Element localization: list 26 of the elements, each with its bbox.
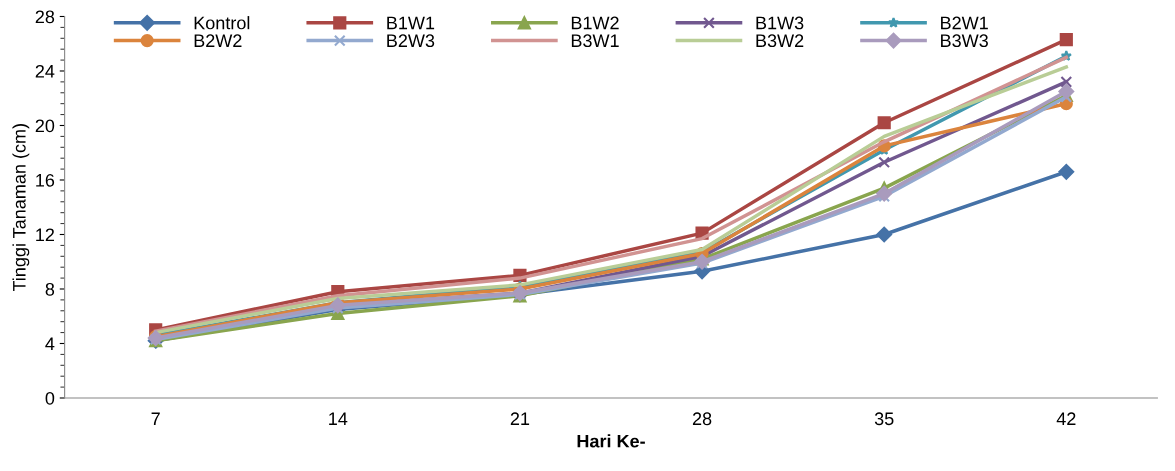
y-tick-label: 4 [45, 337, 55, 351]
y-tick-label: 0 [45, 391, 55, 405]
x-tick-label: 14 [329, 412, 348, 425]
legend-label: B1W3 [756, 16, 804, 30]
x-tick-label: 42 [1056, 412, 1076, 425]
y-axis-title: Tinggi Tanaman (cm) [12, 124, 30, 292]
y-tick-label: 24 [35, 64, 55, 78]
legend-label: B1W1 [387, 16, 435, 30]
y-tick-label: 28 [35, 10, 55, 24]
y-tick-label: 20 [35, 119, 55, 133]
legend-label: B2W2 [194, 34, 242, 47]
x-axis-title: Hari Ke- [577, 434, 645, 448]
x-tick-label: 7 [151, 412, 160, 425]
legend-label: B3W1 [571, 34, 619, 48]
y-tick-label: 8 [45, 282, 55, 296]
legend-label: B3W3 [941, 34, 988, 48]
legend-label: B2W3 [387, 34, 435, 48]
legend-label: B1W2 [571, 16, 619, 30]
y-tick-label: 12 [36, 228, 54, 242]
x-tick-label: 21 [510, 412, 530, 425]
legend-label: B3W2 [756, 34, 804, 48]
x-tick-label: 35 [874, 412, 894, 426]
y-tick-label: 16 [36, 173, 55, 187]
legend-label: Kontrol [194, 16, 250, 30]
x-tick-label: 28 [692, 412, 712, 426]
legend-label: B2W1 [941, 16, 988, 30]
